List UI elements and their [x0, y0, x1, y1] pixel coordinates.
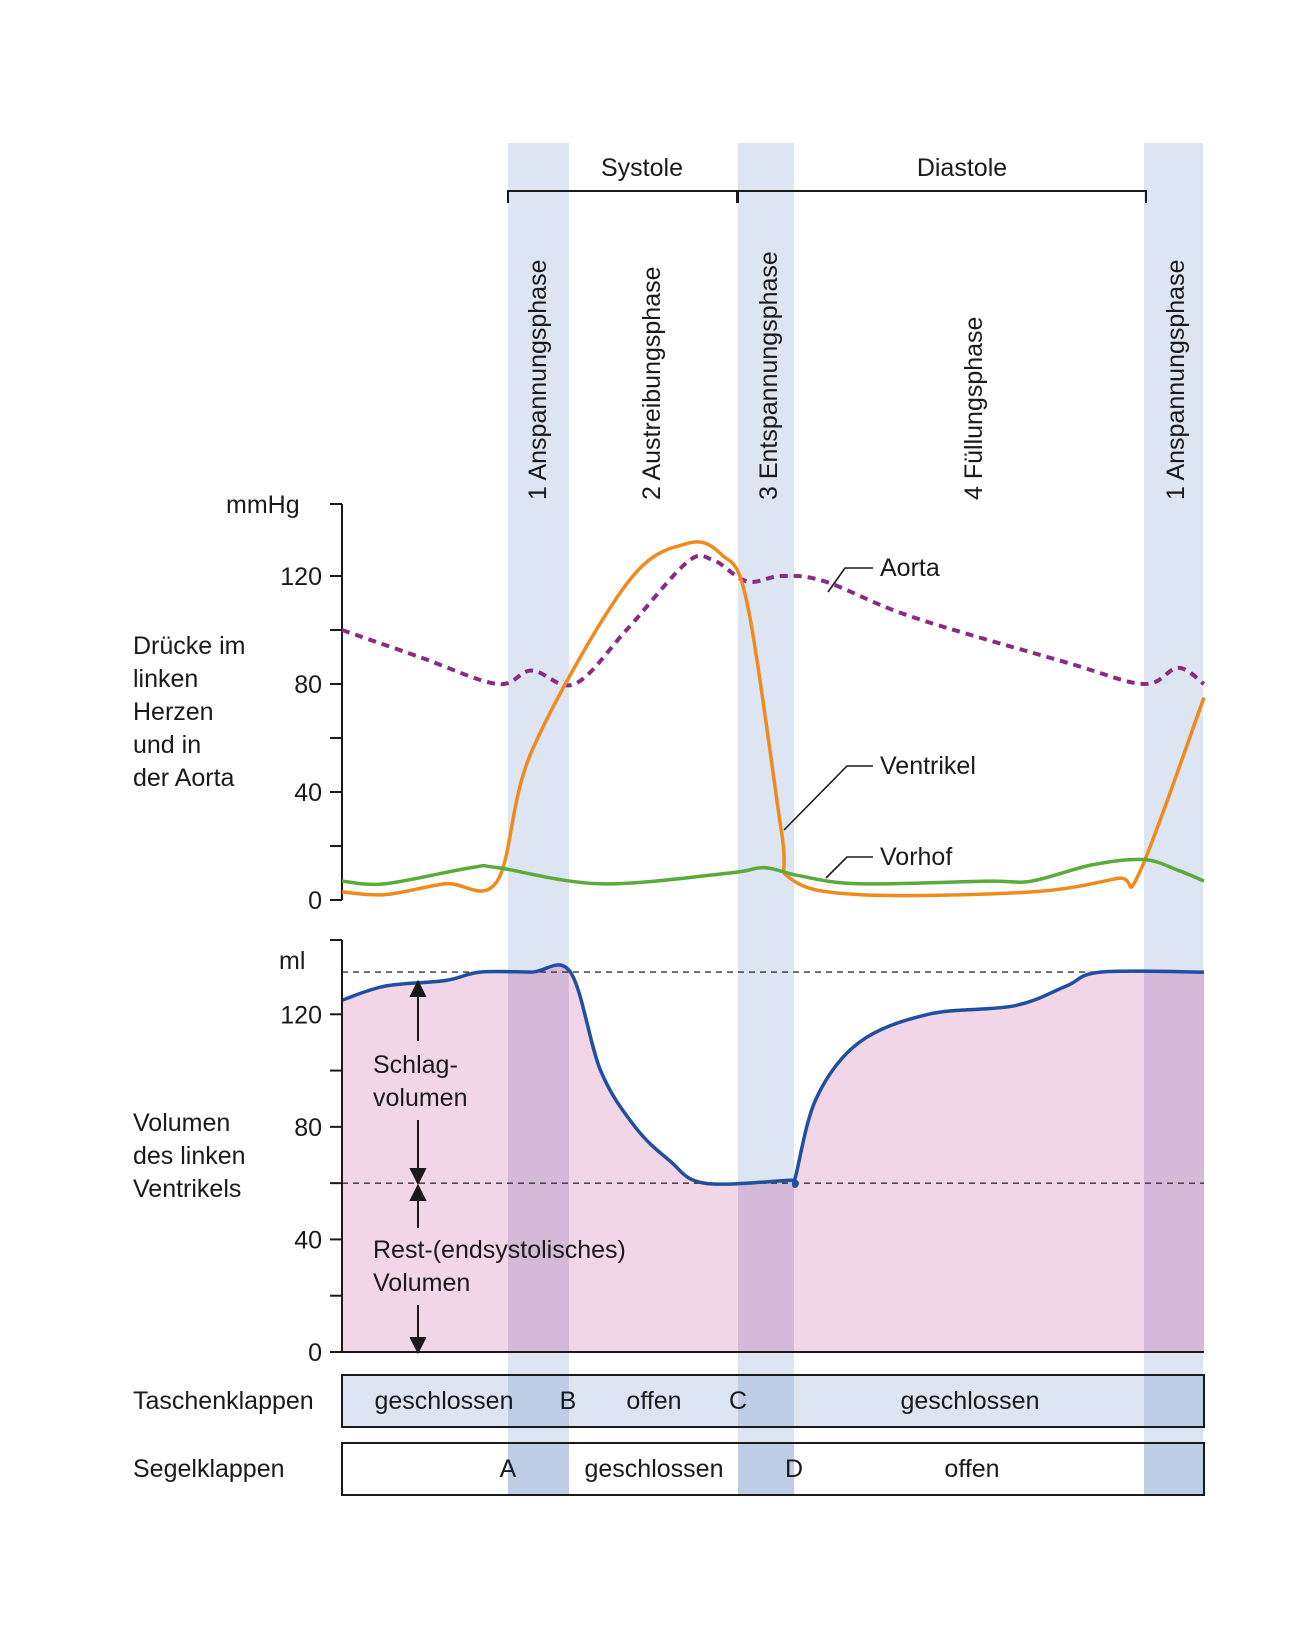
vorhof-annotation: Vorhof	[825, 843, 952, 879]
phase-label-1: 1 Anspannungsphase	[524, 260, 552, 501]
volume-line	[341, 963, 1205, 1188]
volume-y-axis: 0 40 80 120	[280, 939, 343, 1367]
pressure-ylabel-line: und in	[133, 731, 201, 759]
ventrikel-annotation: Ventrikel	[783, 752, 976, 831]
taschenklappen-label: Taschenklappen	[133, 1387, 314, 1415]
segel-marker-d: D	[785, 1455, 803, 1483]
diastole-label: Diastole	[917, 154, 1007, 182]
segel-marker-a: A	[500, 1455, 517, 1483]
aorta-annotation: Aorta	[827, 554, 940, 593]
cycle-brackets	[507, 190, 1147, 203]
aorta-label: Aorta	[880, 554, 940, 582]
pressure-ylabel-line: Drücke im	[133, 632, 246, 660]
pressure-line-vorhof	[341, 857, 1205, 887]
systole-label: Systole	[601, 154, 683, 182]
pressure-tick-label: 120	[280, 563, 322, 591]
volume-ylabel-line: Volumen	[133, 1109, 230, 1137]
phase-label-2: 2 Austreibungsphase	[638, 266, 666, 500]
pressure-tick-label: 80	[294, 671, 322, 699]
residual-volume-label-line: Volumen	[373, 1269, 470, 1297]
taschen-marker-b: B	[560, 1387, 577, 1415]
segelklappen-label: Segelklappen	[133, 1455, 285, 1483]
volume-tick-label: 40	[294, 1226, 322, 1254]
segel-closed: geschlossen	[585, 1455, 724, 1483]
phase-label-5: 1 Anspannungsphase	[1162, 260, 1190, 501]
phase-label-3: 3 Entspannungsphase	[755, 251, 783, 500]
volume-area	[341, 963, 1205, 1353]
volume-band-overlay	[1144, 964, 1204, 1352]
volume-ylabel: Volumen des linken Ventrikels	[133, 1109, 246, 1203]
volume-arrows	[409, 979, 427, 1355]
pressure-line-ventrikel	[341, 540, 1206, 898]
taschen-open: offen	[626, 1387, 681, 1415]
stroke-volume-label-line: volumen	[373, 1084, 468, 1112]
pressure-y-axis: 0 40 80 120	[280, 503, 343, 915]
pressure-tick-label: 40	[294, 779, 322, 807]
volume-tick-label: 0	[308, 1339, 322, 1367]
taschen-closed-1: geschlossen	[375, 1387, 514, 1415]
pressure-unit-label: mmHg	[226, 491, 300, 519]
taschen-marker-c: C	[729, 1387, 747, 1415]
vorhof-label: Vorhof	[880, 843, 952, 871]
pressure-ylabel-line: der Aorta	[133, 764, 235, 792]
volume-tick-label: 80	[294, 1114, 322, 1142]
volume-ylabel-line: des linken	[133, 1142, 246, 1170]
pressure-series	[341, 540, 1206, 898]
taschen-closed-2: geschlossen	[901, 1387, 1040, 1415]
segelklappen-row: A geschlossen D offen	[341, 1442, 1205, 1496]
pressure-line-aorta	[341, 553, 1206, 688]
pressure-ylabel-line: linken	[133, 665, 198, 693]
pressure-tick-label: 0	[308, 887, 322, 915]
volume-ylabel-line: Ventrikels	[133, 1175, 241, 1203]
taschenklappen-row: geschlossen B offen C geschlossen	[341, 1374, 1205, 1428]
pressure-ylabel: Drücke im linken Herzen und in der Aorta	[133, 632, 246, 792]
volume-unit-label: ml	[279, 947, 305, 975]
ventrikel-label: Ventrikel	[880, 752, 976, 780]
volume-tick-label: 120	[280, 1001, 322, 1029]
residual-volume-label-line: Rest-(endsystolisches)	[373, 1236, 626, 1264]
phase-label-4: 4 Füllungsphase	[960, 317, 988, 500]
volume-band-overlay	[508, 964, 569, 1352]
segel-open: offen	[944, 1455, 999, 1483]
stroke-volume-label-line: Schlag-	[373, 1051, 458, 1079]
pressure-ylabel-line: Herzen	[133, 698, 214, 726]
